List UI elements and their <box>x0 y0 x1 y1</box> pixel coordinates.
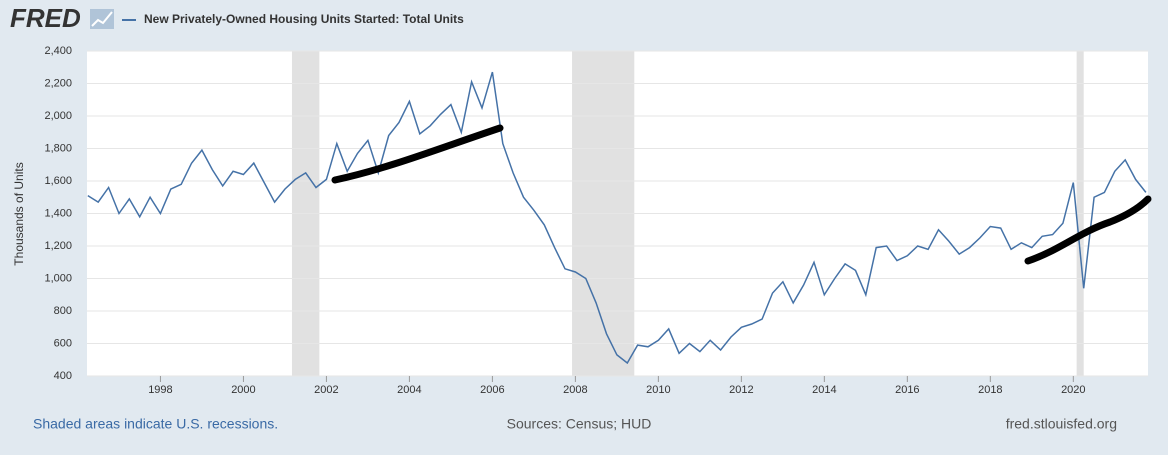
annotation-stroke <box>1024 195 1152 265</box>
site-link[interactable]: fred.stlouisfed.org <box>1006 416 1117 432</box>
x-tick-label: 2002 <box>314 384 338 396</box>
x-tick-label: 2016 <box>895 384 919 396</box>
x-tick-label: 2020 <box>1061 384 1085 396</box>
y-tick-label: 1,600 <box>44 175 72 187</box>
x-tick-label: 2006 <box>480 384 504 396</box>
y-tick-label: 1,000 <box>44 272 72 284</box>
logo-line <box>91 11 113 27</box>
footnote[interactable]: Shaded areas indicate U.S. recessions. <box>33 416 278 432</box>
y-tick-label: 2,000 <box>44 110 72 122</box>
y-tick-label: 800 <box>54 305 72 317</box>
source: Sources: Census; HUD <box>507 416 652 432</box>
x-tick-label: 2010 <box>646 384 670 396</box>
x-tick-label: 2000 <box>231 384 255 396</box>
annotation-stroke <box>331 124 504 184</box>
y-axis-label: Thousands of Units <box>12 162 26 265</box>
x-tick-label: 2018 <box>978 384 1002 396</box>
y-tick-label: 1,400 <box>44 207 72 219</box>
x-tick-label: 1998 <box>148 384 172 396</box>
y-tick-label: 600 <box>54 337 72 349</box>
logo-box <box>90 9 114 29</box>
series-line <box>87 71 1147 365</box>
x-tick-label: 2012 <box>729 384 753 396</box>
y-tick-label: 400 <box>54 370 72 382</box>
y-tick-label: 2,200 <box>44 77 72 89</box>
x-tick-label: 2014 <box>812 384 836 396</box>
y-tick-label: 1,800 <box>44 142 72 154</box>
x-tick-label: 2004 <box>397 384 421 396</box>
legend-label: New Privately-Owned Housing Units Starte… <box>144 12 464 26</box>
y-tick-label: 1,200 <box>44 240 72 252</box>
logo: FRED <box>10 3 81 33</box>
x-tick-label: 2008 <box>563 384 587 396</box>
logo-icon <box>90 9 114 29</box>
y-tick-label: 2,400 <box>44 45 72 57</box>
